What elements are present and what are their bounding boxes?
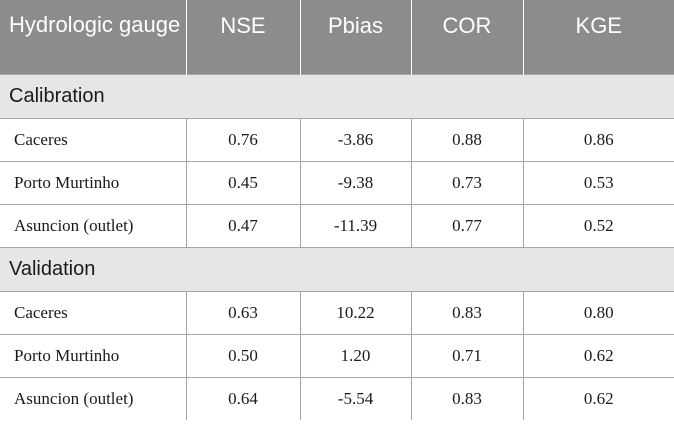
kge-value: 0.62 — [523, 334, 674, 378]
header-kge: KGE — [523, 0, 674, 75]
header-hydrologic-gauge: Hydrologic gauge — [0, 0, 187, 75]
kge-value: 0.62 — [583, 389, 614, 408]
cor-value: 0.83 — [411, 377, 524, 420]
table-row: Caceres 0.76 -3.86 0.88 0.86 — [0, 118, 674, 162]
nse-value: 0.50 — [186, 334, 301, 378]
nse-value: 0.63 — [186, 291, 301, 335]
header-nse: NSE — [186, 0, 301, 75]
table-row: Caceres 0.63 10.22 0.83 0.80 — [0, 291, 674, 335]
pbias-value: 1.20 — [300, 334, 412, 378]
pbias-value: -11.39 — [300, 204, 412, 248]
pbias-value: -3.86 — [300, 118, 412, 162]
kge-value: 0.52 — [523, 204, 674, 248]
kge-value: 0.80 — [523, 291, 674, 335]
table-row: Asuncion (outlet) 0.47 -11.39 0.77 0.52 — [0, 204, 674, 248]
section-row-validation: Validation — [0, 247, 674, 292]
cor-value: 0.83 — [411, 291, 524, 335]
pbias-value: 10.22 — [300, 291, 412, 335]
pbias-value: -9.38 — [300, 161, 412, 205]
cor-value: 0.73 — [411, 161, 524, 205]
section-label: Validation — [0, 247, 674, 292]
section-row-calibration: Calibration — [0, 74, 674, 119]
nse-value: 0.64 — [186, 377, 301, 420]
cor-value: 0.71 — [411, 334, 524, 378]
gauge-name: Porto Murtinho — [0, 161, 187, 205]
gauge-name: Caceres — [0, 291, 187, 335]
kge-value: 0.86 — [523, 118, 674, 162]
cor-value: 0.77 — [411, 204, 524, 248]
kge-value: 0.53 — [523, 161, 674, 205]
pbias-value: -5.54 — [300, 377, 412, 420]
section-label: Calibration — [0, 74, 674, 119]
gauge-name: Caceres — [0, 118, 187, 162]
nse-value: 0.47 — [186, 204, 301, 248]
table-row: Asuncion (outlet) 0.64 -5.54 0.83 0.62 — [0, 377, 674, 420]
header-pbias: Pbias — [300, 0, 412, 75]
table-row: Porto Murtinho 0.50 1.20 0.71 0.62 — [0, 334, 674, 378]
header-cor: COR — [411, 0, 524, 75]
gauge-name: Asuncion (outlet) — [0, 204, 187, 248]
gauge-name: Porto Murtinho — [0, 334, 187, 378]
nse-value: 0.76 — [186, 118, 301, 162]
table-row: Porto Murtinho 0.45 -9.38 0.73 0.53 — [0, 161, 674, 205]
cor-value: 0.88 — [411, 118, 524, 162]
header-row: Hydrologic gauge NSE Pbias COR KGE — [0, 0, 674, 75]
gauge-name: Asuncion (outlet) — [0, 377, 187, 420]
nse-value: 0.45 — [186, 161, 301, 205]
